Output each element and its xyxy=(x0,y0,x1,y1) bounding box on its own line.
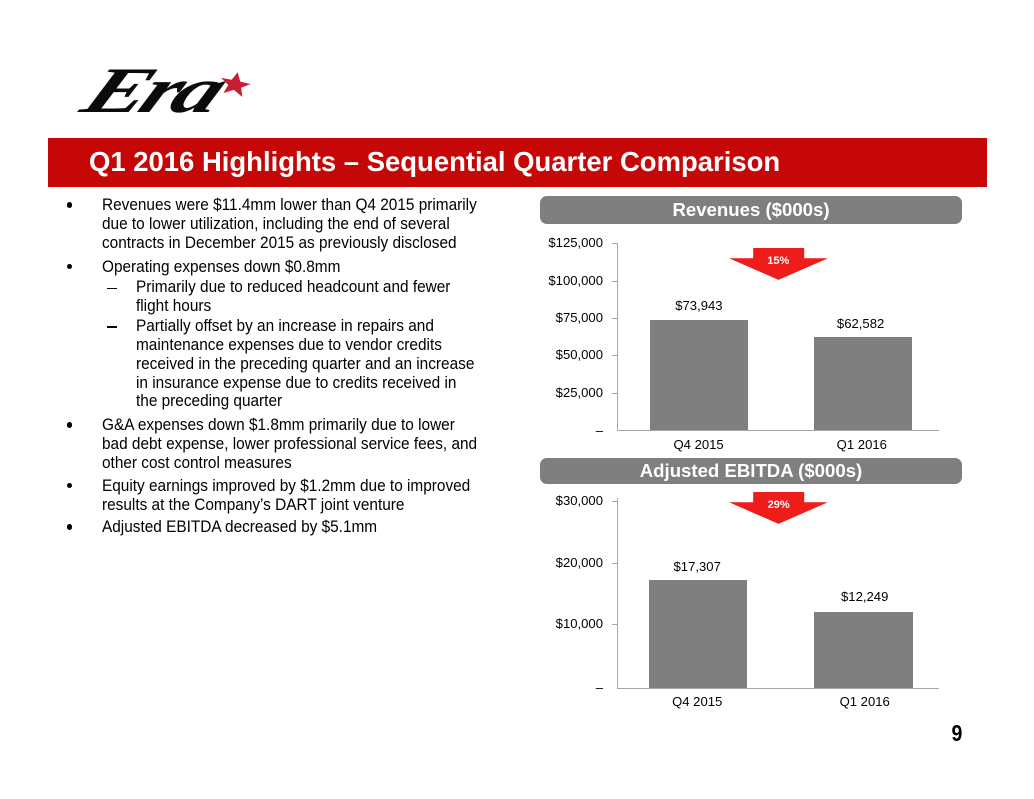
svg-text:Era: Era xyxy=(69,55,240,127)
